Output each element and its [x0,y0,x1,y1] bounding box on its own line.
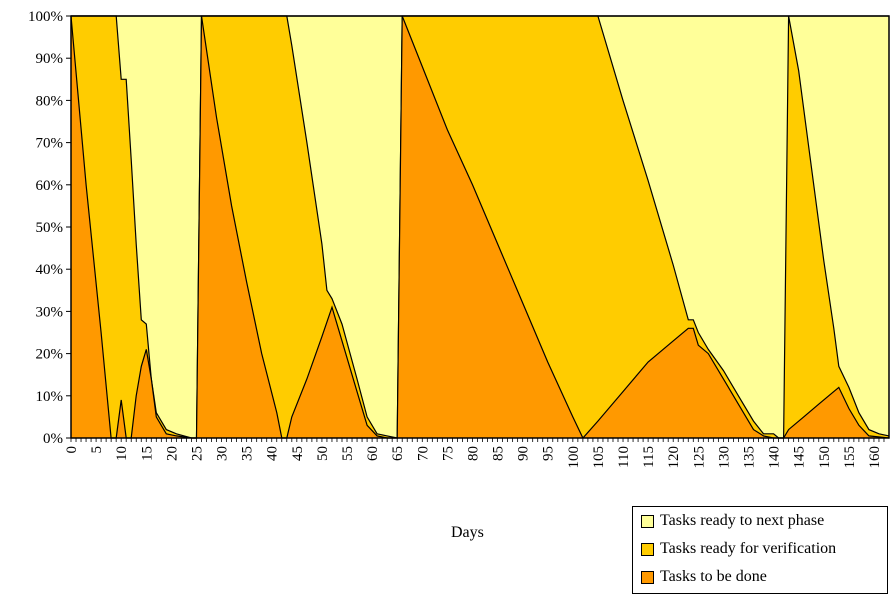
x-tick-label: 85 [491,446,507,461]
x-tick-label: 40 [265,446,281,461]
legend-label-to-be-done: Tasks to be done [660,568,767,585]
y-tick-label: 80% [36,93,64,109]
legend-item-next-phase: Tasks ready to next phase [641,511,824,531]
x-tick-label: 5 [89,446,105,454]
y-tick-label: 100% [28,9,63,25]
x-tick-label: 130 [716,446,732,469]
x-tick-label: 75 [440,446,456,461]
y-tick-label: 90% [36,51,64,67]
y-tick-label: 50% [36,220,64,236]
y-tick-label: 40% [36,262,64,278]
x-tick-label: 125 [691,446,707,469]
x-tick-label: 120 [666,446,682,469]
x-tick-label: 105 [591,446,607,469]
y-tick-label: 70% [36,136,64,152]
x-tick-label: 20 [164,446,180,461]
legend-label-verification: Tasks ready for verification [660,540,837,557]
x-tick-label: 35 [240,446,256,461]
x-tick-label: 135 [741,446,757,469]
y-tick-label: 30% [36,304,64,320]
x-tick-label: 50 [315,446,331,461]
x-tick-label: 150 [817,446,833,469]
x-tick-label: 155 [842,446,858,469]
legend-item-verification: Tasks ready for verification [641,539,836,559]
x-tick-label: 90 [516,446,532,461]
legend-swatch-verification [641,542,654,556]
x-tick-label: 65 [390,446,406,461]
y-tick-label: 20% [36,347,64,363]
y-tick-label: 0% [43,431,63,447]
y-tick-label: 10% [36,389,64,405]
x-tick-label: 25 [189,446,205,461]
area-layer [70,15,890,440]
legend-label-next-phase: Tasks ready to next phase [660,512,825,529]
x-tick-label: 140 [767,446,783,469]
x-tick-label: 100 [566,446,582,469]
legend: Tasks ready to next phase Tasks ready fo… [632,506,888,594]
x-tick-label: 115 [641,446,657,468]
area-tasks-to-be-done [71,16,889,438]
x-tick-label: 95 [541,446,557,461]
x-tick-label: 145 [792,446,808,469]
legend-swatch-to-be-done [641,570,654,584]
x-axis-label: Days [451,524,484,541]
axes-layer: 0% 10% 20% 30% 40% 50% 60% 70% 80% 90% 100% 0 5 10 15 2… [28,9,890,469]
legend-swatch-next-phase [641,514,654,528]
x-tick-label: 10 [114,446,130,461]
x-tick-label: 55 [340,446,356,461]
x-tick-label: 70 [415,446,431,461]
x-tick-label: 0 [64,446,80,454]
legend-item-to-be-done: Tasks to be done [641,567,767,587]
x-tick-label: 30 [215,446,231,461]
x-tick-label: 60 [365,446,381,461]
x-tick-label: 80 [465,446,481,461]
x-tick-label: 110 [616,446,632,468]
x-tick-label: 15 [139,446,155,461]
x-tick-label: 45 [290,446,306,461]
y-tick-label: 60% [36,178,64,194]
x-tick-label: 160 [867,446,883,469]
